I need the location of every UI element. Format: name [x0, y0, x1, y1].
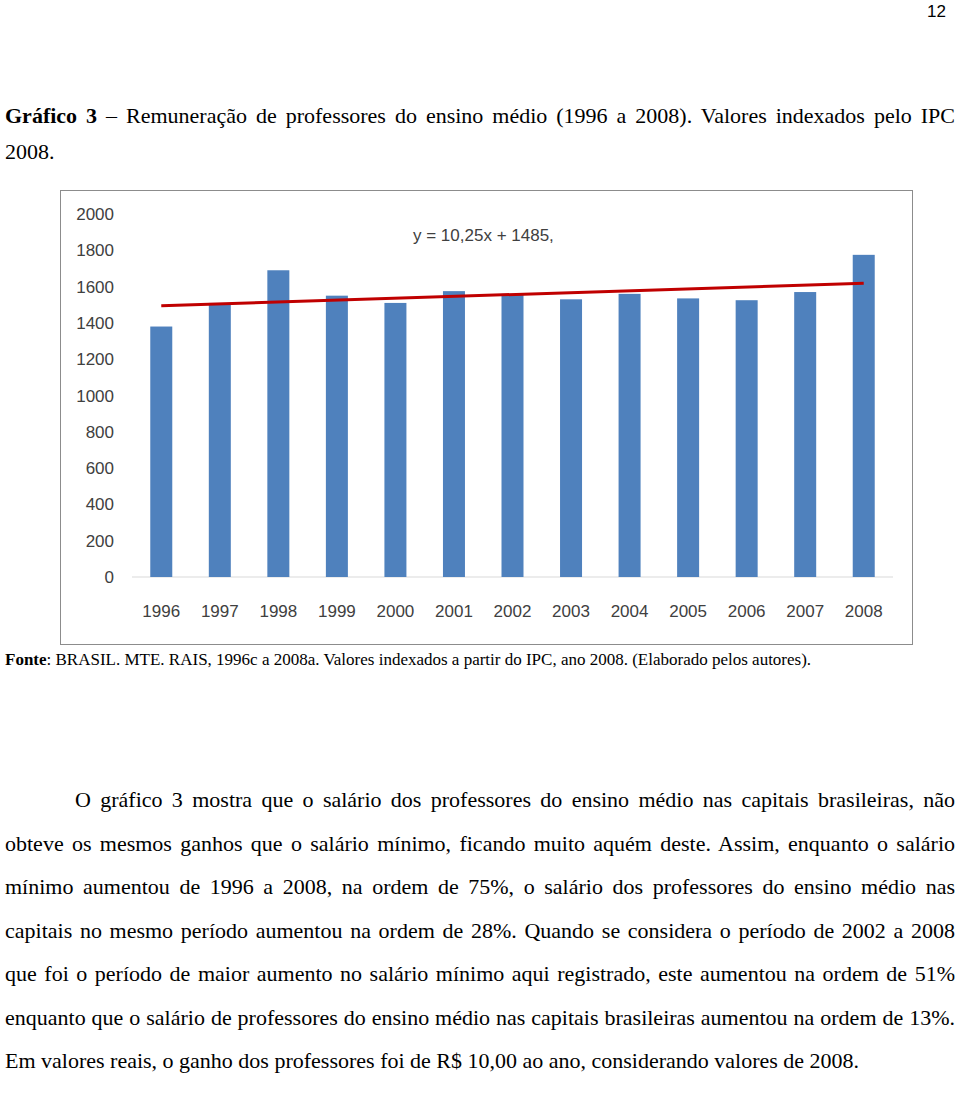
x-tick-label: 1997 [201, 602, 239, 621]
bar [267, 270, 289, 577]
source-text: : BRASIL. MTE. RAIS, 1996c a 2008a. Valo… [47, 650, 812, 669]
bar [209, 303, 231, 577]
x-tick-label: 2006 [728, 602, 766, 621]
x-tick-label: 1999 [318, 602, 356, 621]
x-tick-label: 2005 [669, 602, 707, 621]
bar [560, 299, 582, 577]
chart-svg: 0 200 400 600 800 1000 1200 1400 1600 1800 2000 199… [61, 191, 912, 644]
chart: 0 200 400 600 800 1000 1200 1400 1600 1800 2000 199… [60, 190, 913, 645]
x-tick-label: 1996 [142, 602, 180, 621]
caption-text: – Remuneração de professores do ensino m… [5, 103, 955, 164]
trendline-group [161, 283, 863, 305]
page-number: 12 [927, 2, 946, 22]
y-tick-label: 1400 [76, 314, 114, 333]
y-tick-label: 1600 [76, 278, 114, 297]
bar [384, 303, 406, 577]
y-tick-label: 600 [86, 459, 114, 478]
x-tick-label: 2002 [494, 602, 532, 621]
bar [853, 255, 875, 577]
x-tick-label: 2008 [845, 602, 883, 621]
source: Fonte: BRASIL. MTE. RAIS, 1996c a 2008a.… [5, 648, 943, 671]
x-tick-label: 2004 [611, 602, 649, 621]
x-tick-label: 2001 [435, 602, 473, 621]
bar [502, 294, 524, 577]
x-tick-label: 1998 [259, 602, 297, 621]
y-tick-label: 400 [86, 495, 114, 514]
bar [677, 298, 699, 577]
bar [619, 294, 641, 577]
y-tick-label: 800 [86, 423, 114, 442]
paragraph: O gráfico 3 mostra que o salário dos pro… [5, 778, 955, 1083]
bar [736, 300, 758, 577]
y-tick-label: 1800 [76, 241, 114, 260]
source-label: Fonte [5, 650, 47, 669]
y-tick-label: 1200 [76, 350, 114, 369]
bar [443, 291, 465, 577]
y-tick-label: 0 [105, 568, 114, 587]
trend-equation: y = 10,25x + 1485, [413, 226, 554, 245]
trendline [161, 283, 863, 305]
bar [794, 292, 816, 577]
x-tick-label: 2003 [552, 602, 590, 621]
y-tick-label: 200 [86, 532, 114, 551]
caption-label: Gráfico 3 [5, 103, 97, 128]
x-tick-label: 2007 [786, 602, 824, 621]
x-tick-label: 2000 [377, 602, 415, 621]
y-tick-label: 1000 [76, 387, 114, 406]
y-tick-label: 2000 [76, 205, 114, 224]
bar [150, 327, 172, 577]
bars [150, 255, 874, 577]
bar [326, 296, 348, 577]
caption: Gráfico 3 – Remuneração de professores d… [5, 98, 955, 170]
